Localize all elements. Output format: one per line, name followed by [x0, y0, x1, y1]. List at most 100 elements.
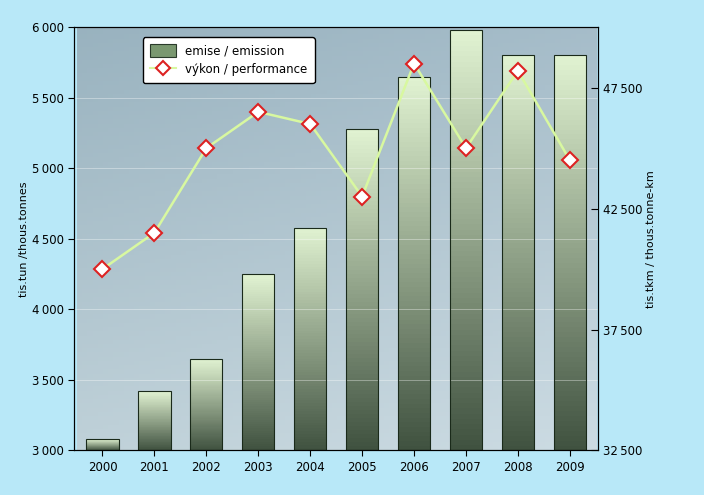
Bar — [294, 269, 326, 272]
Bar — [450, 93, 482, 99]
Bar — [190, 447, 222, 448]
Bar — [190, 395, 222, 396]
Bar — [502, 189, 534, 194]
Bar — [398, 226, 430, 231]
Bar — [346, 265, 378, 269]
Bar — [294, 250, 326, 252]
Bar — [450, 167, 482, 172]
Bar — [554, 60, 586, 65]
Bar — [346, 282, 378, 286]
Bar — [450, 141, 482, 146]
Bar — [138, 409, 170, 410]
Bar — [294, 345, 326, 347]
Bar — [502, 376, 534, 381]
Bar — [294, 378, 326, 381]
Bar — [398, 296, 430, 301]
Bar — [554, 332, 586, 337]
Bar — [242, 340, 275, 343]
Bar — [398, 441, 430, 446]
Bar — [346, 149, 378, 153]
Bar — [346, 406, 378, 410]
Bar — [346, 246, 378, 249]
Bar — [450, 183, 482, 188]
Bar — [502, 253, 534, 258]
Bar — [502, 421, 534, 426]
Bar — [398, 194, 430, 198]
Bar — [502, 125, 534, 130]
Bar — [398, 352, 430, 357]
Bar — [398, 203, 430, 207]
Bar — [502, 312, 534, 317]
Bar — [398, 278, 430, 282]
Bar — [242, 332, 275, 334]
Bar — [502, 317, 534, 322]
Bar — [450, 377, 482, 382]
Bar — [502, 135, 534, 140]
Bar — [450, 350, 482, 356]
Bar — [450, 251, 482, 256]
Bar — [450, 77, 482, 83]
Bar — [502, 233, 534, 238]
Bar — [138, 421, 170, 422]
Bar — [346, 201, 378, 205]
Bar — [554, 218, 586, 223]
Bar — [138, 420, 170, 421]
Bar — [450, 308, 482, 314]
Bar — [346, 129, 378, 133]
Bar — [138, 426, 170, 427]
Bar — [554, 85, 586, 90]
Bar — [138, 391, 170, 392]
Bar — [554, 416, 586, 421]
Bar — [346, 306, 378, 310]
Bar — [294, 381, 326, 384]
Bar — [346, 286, 378, 290]
Bar — [190, 433, 222, 435]
Bar — [242, 334, 275, 336]
Bar — [346, 181, 378, 185]
Bar — [502, 100, 534, 105]
Bar — [346, 310, 378, 314]
Bar — [242, 440, 275, 442]
Bar — [554, 381, 586, 386]
Bar — [346, 274, 378, 278]
Bar — [294, 356, 326, 358]
Bar — [294, 370, 326, 372]
Bar — [190, 369, 222, 370]
Bar — [242, 323, 275, 325]
Bar — [242, 448, 275, 450]
Bar — [554, 213, 586, 218]
Bar — [138, 437, 170, 438]
Bar — [242, 314, 275, 316]
Bar — [502, 347, 534, 351]
Bar — [190, 374, 222, 375]
Bar — [502, 80, 534, 85]
Bar — [190, 397, 222, 399]
Bar — [398, 324, 430, 329]
Bar — [502, 426, 534, 431]
Bar — [398, 161, 430, 165]
Bar — [294, 252, 326, 255]
Bar — [502, 110, 534, 115]
Bar — [502, 238, 534, 243]
Bar — [190, 381, 222, 382]
Bar — [450, 293, 482, 298]
Bar — [138, 429, 170, 430]
Bar — [138, 412, 170, 413]
Bar — [554, 396, 586, 401]
Bar — [138, 440, 170, 441]
Bar — [398, 380, 430, 385]
Bar — [554, 233, 586, 238]
Bar — [242, 369, 275, 371]
Bar — [346, 338, 378, 342]
Bar — [242, 318, 275, 320]
Bar — [294, 414, 326, 417]
Bar — [554, 135, 586, 140]
Bar — [502, 55, 534, 60]
Bar — [450, 146, 482, 151]
Bar — [502, 337, 534, 342]
Bar — [138, 414, 170, 415]
Bar — [398, 236, 430, 240]
Bar — [450, 41, 482, 46]
Bar — [190, 399, 222, 400]
Y-axis label: tis.tun /thous.tonnes: tis.tun /thous.tonnes — [19, 181, 29, 297]
